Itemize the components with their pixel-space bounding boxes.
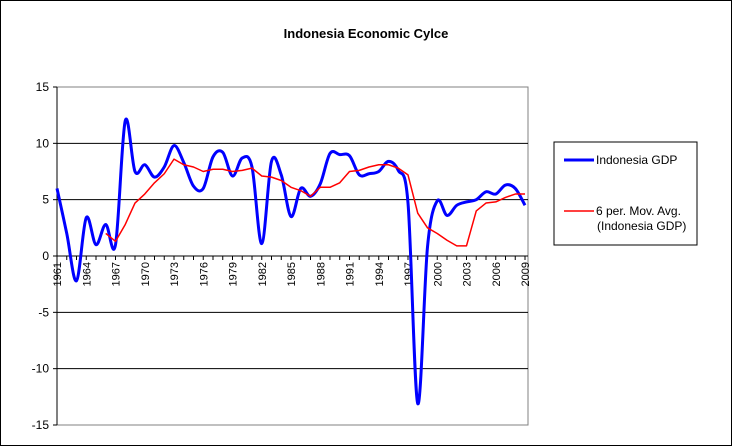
x-tick-label: 1964	[81, 262, 93, 286]
x-tick-label: 2003	[462, 262, 474, 286]
x-tick-label: 1967	[111, 262, 123, 286]
series-line-mov-avg	[105, 158, 525, 247]
x-tick-label: 1982	[257, 262, 269, 286]
y-tick-label: -10	[32, 362, 50, 376]
series-line-gdp	[55, 117, 527, 406]
x-tick-label: 1961	[52, 262, 64, 286]
x-tick-label: 2000	[432, 262, 444, 286]
y-tick-label: 5	[42, 193, 49, 207]
y-tick-label: -5	[38, 305, 49, 319]
x-tick-label: 2009	[520, 262, 532, 286]
x-tick-label: 1994	[374, 262, 386, 286]
x-tick-label: 1988	[315, 262, 327, 286]
legend-label-mov-avg-2: (Indonesia GDP)	[597, 219, 686, 233]
x-tick-label: 1991	[345, 262, 357, 286]
chart-title: Indonesia Economic Cylce	[284, 26, 449, 41]
x-tick-label: 1973	[169, 262, 181, 286]
y-tick-label: 0	[42, 249, 49, 263]
x-tick-label: 2006	[491, 262, 503, 286]
x-tick-label: 1985	[286, 262, 298, 286]
y-tick-label: 10	[36, 136, 50, 150]
x-tick-label: 1970	[140, 262, 152, 286]
legend-label-gdp: Indonesia GDP	[596, 153, 677, 167]
y-tick-label: -15	[32, 418, 50, 432]
legend-label-mov-avg: 6 per. Mov. Avg.	[596, 204, 681, 218]
x-tick-label: 1976	[198, 262, 210, 286]
y-tick-label: 15	[36, 80, 50, 94]
legend: Indonesia GDP 6 per. Mov. Avg. (Indonesi…	[553, 141, 698, 246]
x-tick-label: 1997	[403, 262, 415, 286]
x-tick-label: 1979	[228, 262, 240, 286]
